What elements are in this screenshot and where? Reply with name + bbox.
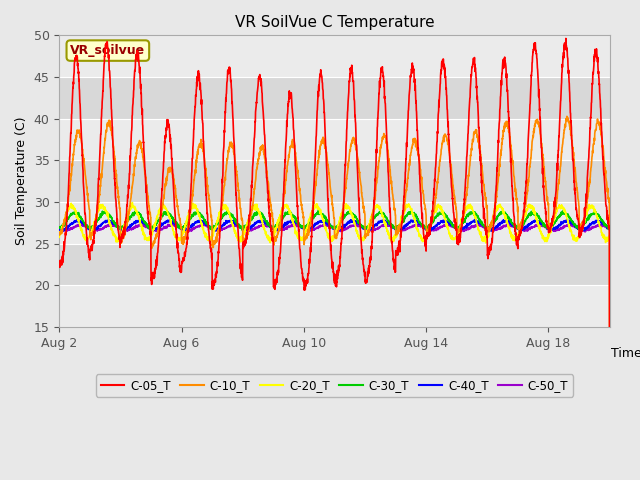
C-40_T — [352, 218, 360, 224]
C-30_T — [353, 214, 360, 220]
C-50_T — [535, 223, 543, 229]
C-40_T — [472, 216, 479, 222]
C-05_T — [142, 181, 150, 187]
Bar — [60, 243, 610, 285]
C-20_T — [535, 224, 543, 229]
Line: C-05_T: C-05_T — [60, 38, 610, 452]
C-40_T — [177, 225, 185, 231]
C-05_T — [352, 126, 360, 132]
C-40_T — [56, 226, 63, 232]
C-05_T — [177, 269, 185, 275]
C-50_T — [142, 225, 150, 230]
C-50_T — [255, 224, 263, 229]
C-40_T — [109, 221, 116, 227]
C-30_T — [255, 209, 263, 215]
C-30_T — [142, 220, 150, 226]
C-50_T — [177, 226, 185, 232]
C-50_T — [581, 229, 589, 235]
C-10_T — [177, 225, 185, 231]
Bar — [60, 119, 610, 160]
Bar — [60, 36, 610, 77]
C-30_T — [316, 207, 324, 213]
C-50_T — [606, 226, 614, 232]
Line: C-40_T: C-40_T — [60, 219, 610, 231]
C-40_T — [606, 226, 614, 232]
Bar — [60, 160, 610, 202]
Bar — [60, 285, 610, 327]
C-20_T — [177, 236, 185, 241]
C-20_T — [606, 233, 614, 239]
C-30_T — [109, 218, 116, 224]
C-05_T — [109, 135, 116, 141]
C-05_T — [534, 84, 542, 89]
C-30_T — [238, 228, 246, 233]
C-20_T — [482, 240, 490, 246]
Legend: C-05_T, C-10_T, C-20_T, C-30_T, C-40_T, C-50_T: C-05_T, C-10_T, C-20_T, C-30_T, C-40_T, … — [96, 374, 573, 396]
Text: VR_soilvue: VR_soilvue — [70, 44, 145, 57]
Line: C-10_T: C-10_T — [60, 116, 610, 452]
C-30_T — [606, 225, 614, 230]
C-20_T — [142, 235, 150, 240]
C-30_T — [535, 215, 543, 221]
C-10_T — [606, 449, 614, 455]
C-20_T — [255, 209, 263, 215]
C-40_T — [142, 222, 150, 228]
C-20_T — [56, 234, 63, 240]
C-50_T — [109, 223, 116, 229]
Line: C-50_T: C-50_T — [60, 224, 610, 232]
X-axis label: Time: Time — [611, 347, 640, 360]
Line: C-30_T: C-30_T — [60, 210, 610, 230]
C-10_T — [534, 120, 542, 126]
Line: C-20_T: C-20_T — [60, 203, 610, 243]
C-20_T — [109, 230, 116, 236]
C-50_T — [352, 222, 360, 228]
C-10_T — [109, 135, 116, 141]
C-10_T — [563, 113, 571, 119]
C-05_T — [56, 264, 63, 270]
C-10_T — [352, 145, 360, 151]
C-40_T — [487, 228, 495, 234]
C-40_T — [535, 218, 543, 224]
C-30_T — [177, 225, 185, 230]
C-50_T — [56, 226, 63, 231]
C-05_T — [255, 73, 263, 79]
Bar — [60, 202, 610, 243]
C-05_T — [562, 36, 570, 41]
C-10_T — [255, 154, 263, 159]
C-10_T — [142, 175, 150, 180]
C-50_T — [504, 221, 511, 227]
C-10_T — [56, 229, 63, 235]
Y-axis label: Soil Temperature (C): Soil Temperature (C) — [15, 117, 28, 245]
C-20_T — [352, 225, 360, 231]
C-05_T — [606, 449, 614, 455]
C-40_T — [255, 219, 263, 225]
Bar — [60, 77, 610, 119]
C-20_T — [129, 200, 136, 205]
C-30_T — [56, 224, 63, 230]
Title: VR SoilVue C Temperature: VR SoilVue C Temperature — [235, 15, 435, 30]
